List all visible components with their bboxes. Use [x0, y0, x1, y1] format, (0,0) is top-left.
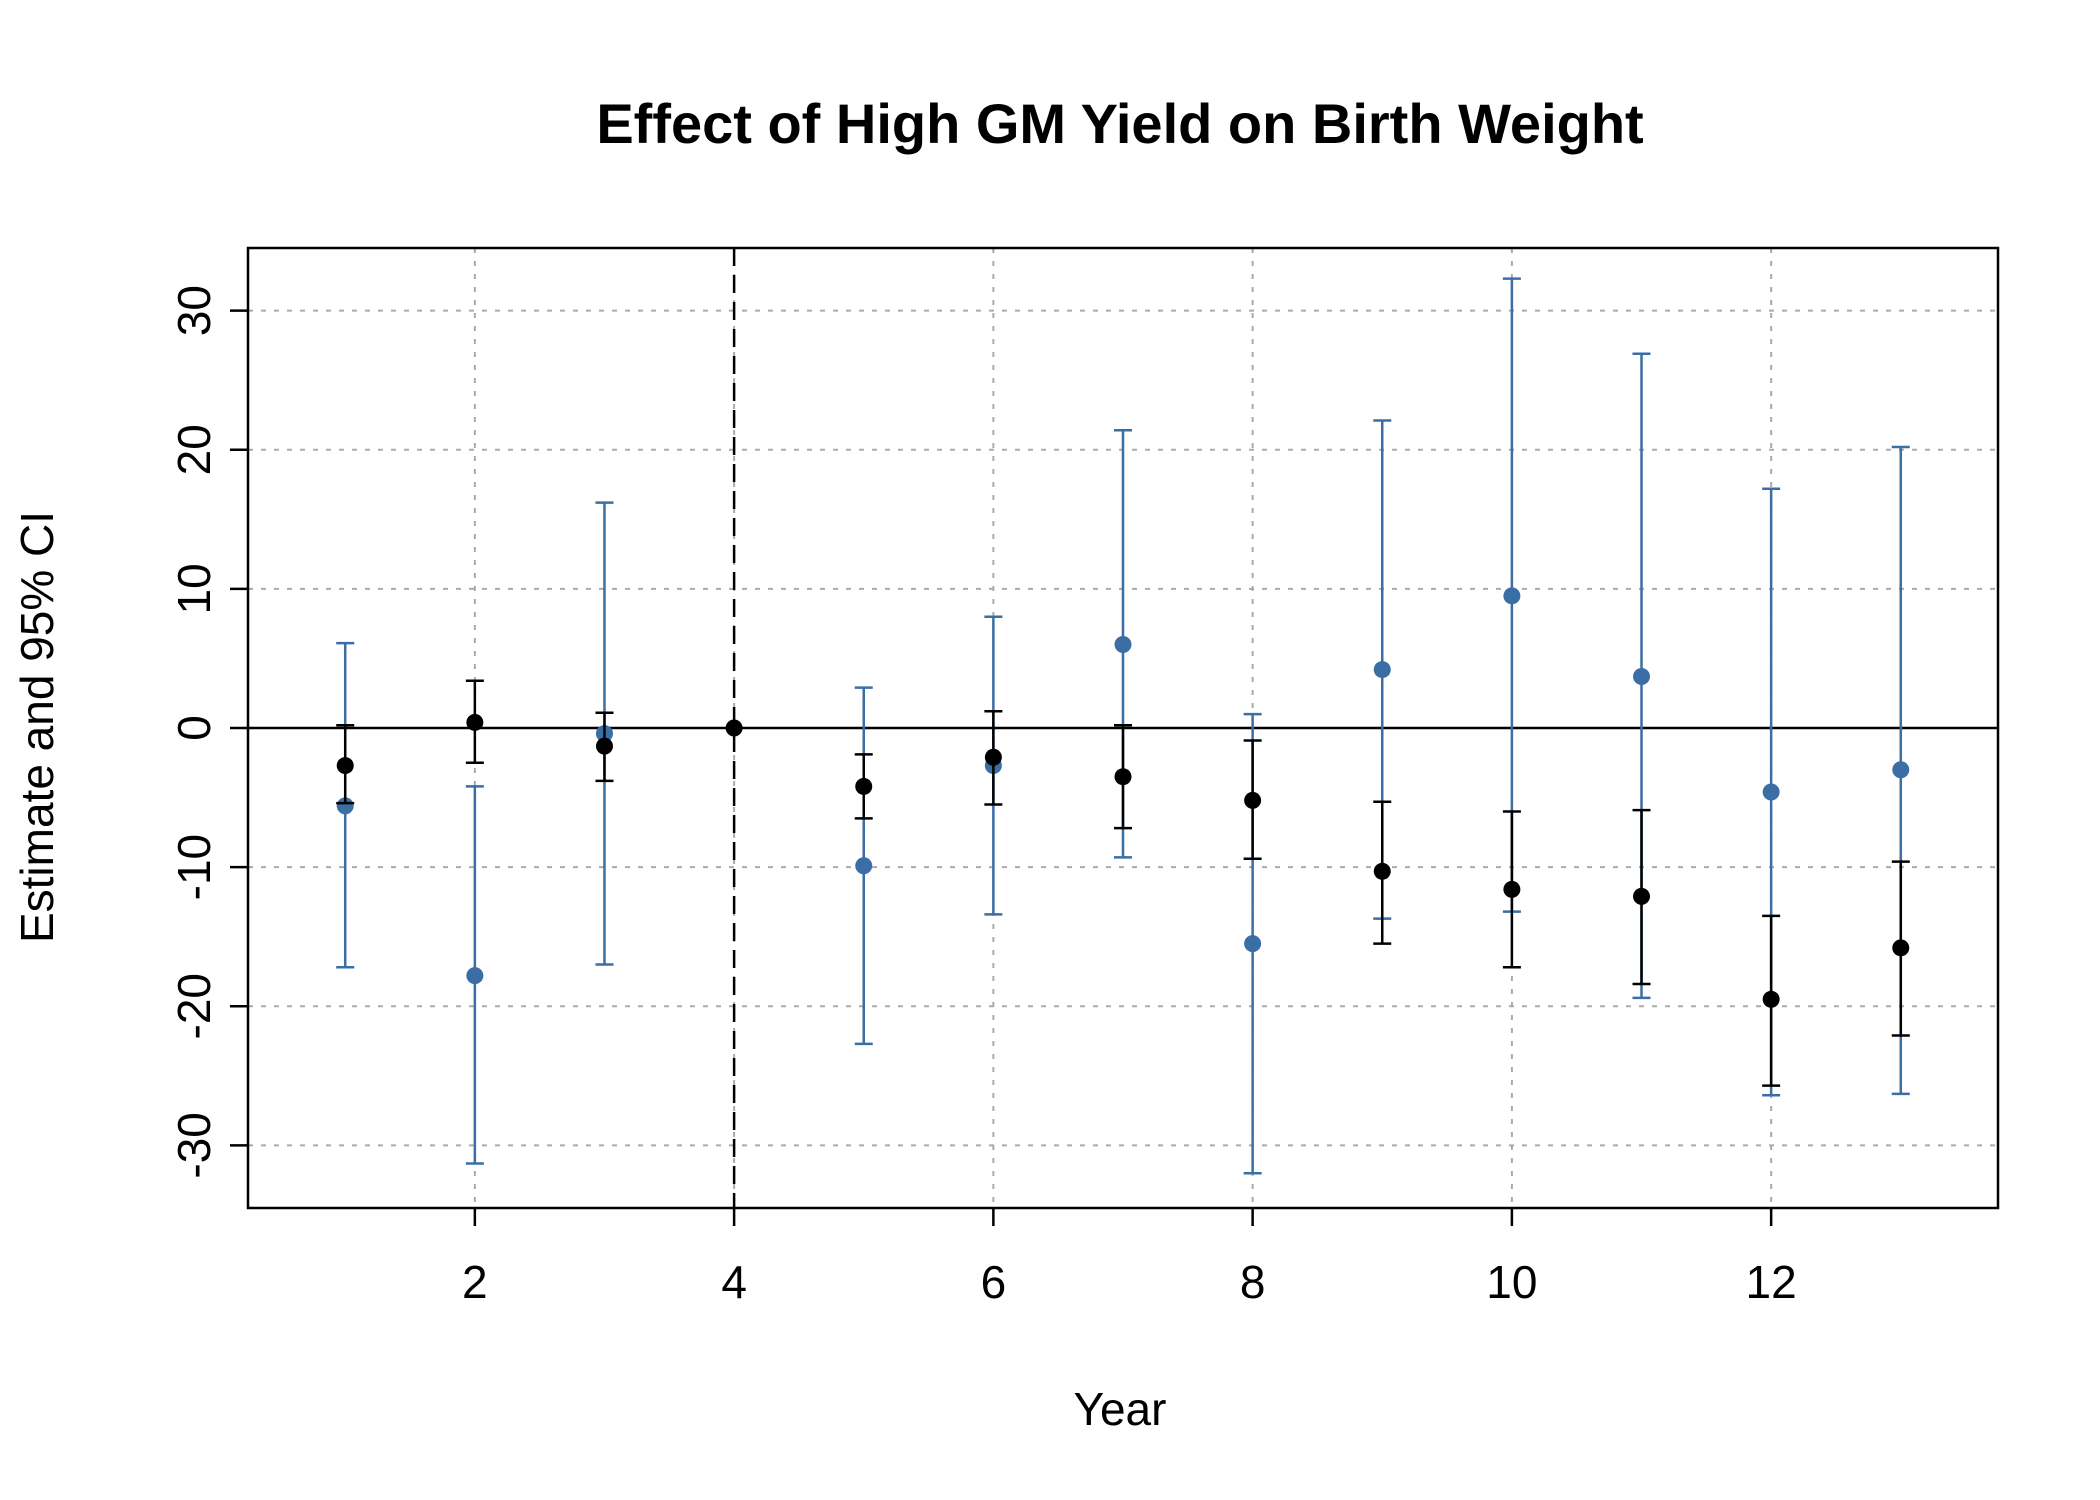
- y-tick-label: 0: [168, 715, 220, 741]
- x-tick-label: 8: [1240, 1256, 1266, 1308]
- data-point: [336, 797, 354, 815]
- x-tick-label: 10: [1486, 1256, 1537, 1308]
- data-point: [1762, 990, 1780, 1008]
- x-tick-label: 2: [462, 1256, 488, 1308]
- data-point: [466, 967, 484, 985]
- y-tick-label: -20: [168, 973, 220, 1039]
- data-point: [1244, 935, 1262, 953]
- x-axis-label: Year: [1074, 1383, 1167, 1435]
- data-point: [1633, 887, 1651, 905]
- data-point: [725, 719, 743, 737]
- y-tick-label: 30: [168, 285, 220, 336]
- chart-title: Effect of High GM Yield on Birth Weight: [596, 92, 1643, 155]
- data-point: [1892, 761, 1910, 779]
- y-axis-label: Estimate and 95% CI: [11, 511, 63, 943]
- y-tick-label: 20: [168, 424, 220, 475]
- data-point: [855, 857, 873, 875]
- y-tick-label: -10: [168, 834, 220, 900]
- data-point: [1633, 668, 1651, 686]
- x-tick-label: 4: [721, 1256, 747, 1308]
- data-point: [595, 737, 613, 755]
- x-tick-label: 6: [981, 1256, 1007, 1308]
- data-point: [855, 777, 873, 795]
- data-point: [1244, 791, 1262, 809]
- data-point: [1114, 636, 1132, 654]
- data-point: [1373, 661, 1391, 679]
- data-point: [1892, 939, 1910, 957]
- y-tick-label: -30: [168, 1112, 220, 1178]
- data-point: [1762, 783, 1780, 801]
- series-layer: [336, 277, 1910, 1175]
- data-point: [1503, 880, 1521, 898]
- y-tick-label: 10: [168, 563, 220, 614]
- data-point: [984, 748, 1002, 766]
- data-point: [1373, 862, 1391, 880]
- series-2: [336, 679, 1910, 1087]
- data-point: [1503, 587, 1521, 605]
- data-point: [1114, 768, 1132, 786]
- x-tick-label: 12: [1746, 1256, 1797, 1308]
- data-point: [466, 713, 484, 731]
- axes: 2 4 6 8 10 12 -30 -20 -10 0 10 20 30: [168, 285, 1797, 1308]
- data-point: [336, 757, 354, 775]
